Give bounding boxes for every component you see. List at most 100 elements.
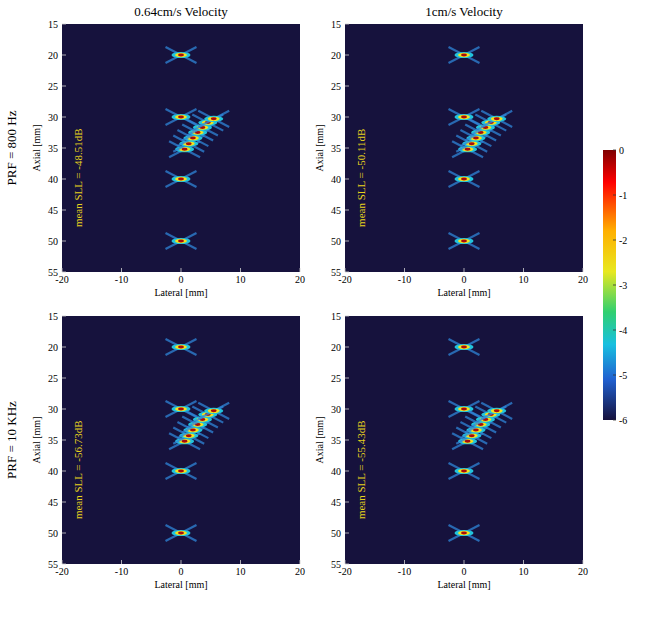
main-lobe-core — [461, 408, 467, 411]
y-tick-label: 15 — [48, 311, 58, 322]
side-lobe — [449, 171, 480, 187]
side-lobe — [449, 47, 480, 63]
side-lobe — [449, 233, 480, 249]
x-axis-title: Lateral [mm] — [437, 287, 490, 298]
panel: -20-1001020152025303540455055Lateral [mm… — [4, 4, 305, 298]
y-tick — [62, 55, 66, 56]
main-lobe-core — [178, 470, 184, 473]
main-lobe-core — [178, 408, 184, 411]
row-label: PRF = 800 Hz — [4, 110, 19, 185]
y-tick — [62, 86, 66, 87]
main-lobe-mid — [208, 409, 220, 413]
point-target — [449, 525, 480, 541]
side-lobe — [166, 233, 197, 249]
y-tick-label: 35 — [331, 143, 341, 154]
main-lobe-outer — [454, 52, 473, 58]
marks — [449, 339, 513, 541]
side-lobe — [481, 111, 512, 127]
y-tick-label: 50 — [331, 528, 341, 539]
x-tick-label: -10 — [115, 274, 128, 285]
plot-area — [62, 24, 300, 272]
point-target — [166, 463, 197, 479]
annotation: mean SLL = -48.51dB — [72, 128, 84, 227]
x-tick — [300, 268, 301, 272]
point-target — [449, 339, 480, 355]
side-lobe — [166, 47, 197, 63]
y-tick-label: 45 — [331, 497, 341, 508]
main-lobe-outer — [204, 408, 223, 414]
colorbar-tick — [613, 195, 616, 196]
x-tick-label: 10 — [519, 274, 529, 285]
main-lobe-core — [186, 142, 192, 145]
point-target — [481, 111, 512, 127]
x-tick-label: 20 — [578, 566, 588, 577]
main-lobe-mid — [175, 239, 187, 243]
y-tick — [345, 440, 349, 441]
y-tick — [345, 316, 349, 317]
colorbar-tick-label: -3 — [619, 280, 627, 291]
y-tick-label: 15 — [331, 311, 341, 322]
point-target — [449, 171, 480, 187]
colorbar-tick-label: -4 — [619, 325, 627, 336]
main-lobe-outer — [487, 408, 506, 414]
colorbar-tick — [613, 240, 616, 241]
y-tick-label: 40 — [331, 466, 341, 477]
y-tick-label: 20 — [48, 342, 58, 353]
main-lobe-core — [178, 116, 184, 119]
side-lobe — [166, 463, 197, 479]
y-tick-label: 25 — [331, 373, 341, 384]
y-tick-label: 15 — [48, 19, 58, 30]
y-tick-label: 55 — [331, 559, 341, 570]
main-lobe-outer — [171, 468, 190, 474]
main-lobe-mid — [491, 409, 503, 413]
y-tick-label: 30 — [48, 404, 58, 415]
x-tick-label: 0 — [462, 566, 467, 577]
y-tick — [345, 179, 349, 180]
main-lobe-core — [494, 409, 500, 412]
main-lobe-core — [461, 178, 467, 181]
side-lobe — [166, 339, 197, 355]
side-lobe — [166, 525, 197, 541]
side-lobe — [449, 47, 480, 63]
side-lobe — [449, 171, 480, 187]
main-lobe-mid — [458, 177, 470, 181]
main-lobe-mid — [175, 177, 187, 181]
main-lobe-mid — [458, 53, 470, 57]
side-lobe — [481, 111, 512, 127]
y-tick-label: 20 — [331, 342, 341, 353]
main-lobe-core — [461, 240, 467, 243]
colorbar-tick — [613, 150, 616, 151]
main-lobe-core — [465, 440, 471, 443]
y-tick — [62, 533, 66, 534]
y-axis-title: Axial [mm] — [31, 125, 42, 172]
plot-area — [345, 24, 583, 272]
y-tick-label: 55 — [48, 267, 58, 278]
y-tick-label: 25 — [48, 373, 58, 384]
side-lobe — [481, 403, 512, 419]
side-lobe — [198, 403, 229, 419]
y-tick-label: 45 — [48, 497, 58, 508]
point-target — [166, 47, 197, 63]
main-lobe-core — [461, 532, 467, 535]
main-lobe-core — [186, 434, 192, 437]
main-lobe-core — [178, 54, 184, 57]
x-tick-label: 0 — [179, 566, 184, 577]
main-lobe-mid — [491, 117, 503, 121]
y-tick — [62, 316, 66, 317]
main-lobe-outer — [171, 176, 190, 182]
main-lobe-mid — [175, 345, 187, 349]
x-tick-label: -10 — [398, 566, 411, 577]
y-tick-label: 15 — [331, 19, 341, 30]
x-axis-title: Lateral [mm] — [154, 287, 207, 298]
y-tick-label: 40 — [48, 466, 58, 477]
y-tick-label: 40 — [48, 174, 58, 185]
y-tick-label: 45 — [48, 205, 58, 216]
colorbar — [603, 150, 616, 420]
y-tick — [62, 347, 66, 348]
main-lobe-core — [178, 178, 184, 181]
main-lobe-core — [469, 142, 475, 145]
main-lobe-core — [211, 117, 217, 120]
y-tick — [62, 471, 66, 472]
y-tick — [62, 148, 66, 149]
x-tick-label: -10 — [398, 274, 411, 285]
